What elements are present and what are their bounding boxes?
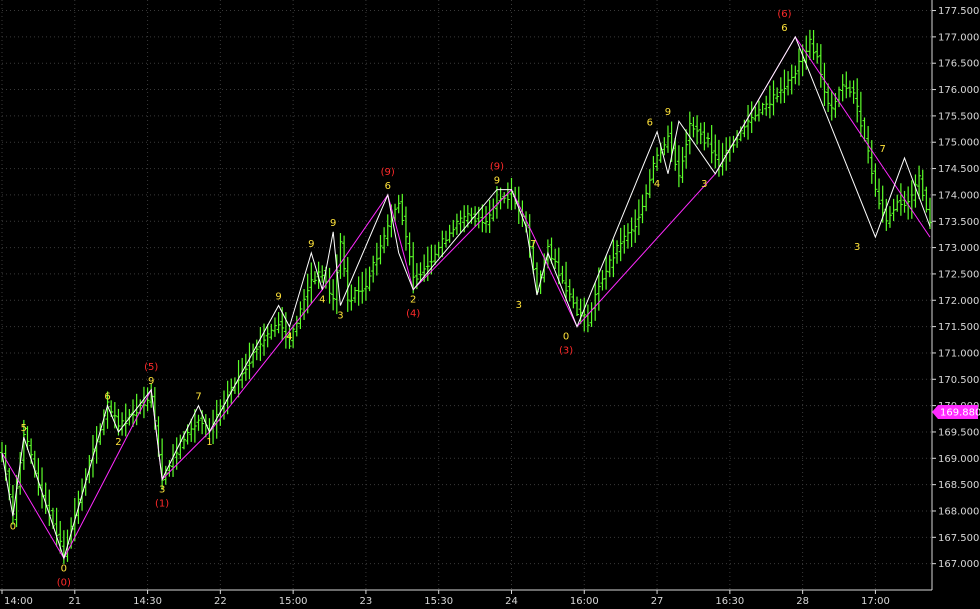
wave-label: (5): [144, 362, 158, 373]
x-tick-label: 24: [505, 596, 518, 607]
x-tick-label: 17:00: [861, 596, 890, 607]
y-tick-label: 167.000: [938, 559, 979, 570]
wave-label: (1): [155, 498, 169, 509]
x-tick-label: 28: [796, 596, 809, 607]
y-tick-label: 171.500: [938, 322, 979, 333]
x-tick-label: 21: [68, 596, 81, 607]
y-tick-label: 177.000: [938, 32, 979, 43]
wave-label: 6: [647, 118, 653, 129]
white-wave-line: [1, 35, 931, 561]
wave-label: 7: [880, 144, 886, 155]
wave-label: 9: [308, 239, 314, 250]
wave-label: (4): [406, 309, 420, 320]
x-axis: 14:00 21 14:30 22 15:00 23 15:30 24 16:00 27 16:30…: [0, 589, 932, 607]
price-tag-shape: [932, 404, 978, 419]
wave-label: (6): [777, 9, 791, 20]
wave-label: (3): [559, 346, 573, 357]
y-tick-label: 177.500: [938, 6, 979, 17]
wave-label: 9: [665, 107, 671, 118]
current-price-tag: 169.880: [932, 404, 980, 419]
wave-label: 6: [385, 181, 391, 192]
wave-label: 1: [206, 437, 212, 448]
x-tick-label: 14:30: [133, 596, 162, 607]
x-tick-label: 15:00: [279, 596, 308, 607]
wave-label: 0: [10, 521, 16, 532]
y-tick-label: 170.500: [938, 375, 979, 386]
wave-label: 3: [516, 300, 522, 311]
wave-label: 3: [159, 484, 165, 495]
wave-label: 3: [701, 179, 707, 190]
y-tick-label: 169.000: [938, 454, 979, 465]
wave-label: 9: [275, 292, 281, 303]
wave-label: 9: [148, 376, 154, 387]
y-tick-label: 171.000: [938, 348, 979, 359]
wave-label: 3: [854, 242, 860, 253]
y-tick-label: 175.000: [938, 138, 979, 149]
wave-label: 6: [781, 23, 787, 34]
y-tick-label: 172.500: [938, 269, 979, 280]
wave-label: 2: [115, 437, 121, 448]
wave-label: 5: [21, 423, 27, 434]
y-tick-label: 174.000: [938, 190, 979, 201]
y-tick-label: 172.000: [938, 296, 979, 307]
wave-label: 0: [563, 332, 569, 343]
wave-label: 7: [530, 239, 536, 250]
wave-label: (0): [57, 577, 71, 588]
x-tick-label: 27: [651, 596, 664, 607]
price-tag-label: 169.880: [940, 407, 980, 418]
y-tick-label: 168.000: [938, 506, 979, 517]
y-tick-label: 174.500: [938, 164, 979, 175]
x-tick-label: 16:30: [715, 596, 744, 607]
wave-label: 0: [61, 563, 67, 574]
x-tick-label: 15:30: [424, 596, 453, 607]
wave-label: 4: [319, 295, 325, 306]
y-tick-label: 175.500: [938, 111, 979, 122]
wave-label: 9: [494, 176, 500, 187]
x-tick-label: 23: [360, 596, 373, 607]
grid-lines: [1, 0, 932, 590]
wave-label: 6: [104, 392, 110, 403]
wave-labels: 0 5 0 (0) 6 2 9 (5) 3 (1) 7 1 9 4 9 4 9 3 6 (9) 2 (4) 9 (9) 3 7 0 (…: [10, 9, 886, 589]
x-tick-label: 22: [214, 596, 227, 607]
y-tick-label: 169.500: [938, 427, 979, 438]
x-tick-label: 14:00: [4, 596, 33, 607]
wave-label: 3: [337, 311, 343, 322]
y-tick-label: 173.500: [938, 217, 979, 228]
y-tick-label: 176.500: [938, 59, 979, 70]
y-tick-label: 167.500: [938, 533, 979, 544]
y-tick-label: 173.000: [938, 243, 979, 254]
x-tick-label: 16:00: [570, 596, 599, 607]
y-tick-label: 168.500: [938, 480, 979, 491]
wave-label: 2: [410, 295, 416, 306]
wave-label: 4: [286, 332, 292, 343]
wave-label: (9): [490, 162, 504, 173]
white-wave: [1, 35, 931, 561]
wave-label: 4: [654, 179, 660, 190]
wave-label: 7: [195, 392, 201, 403]
wave-label: 9: [330, 218, 336, 229]
y-tick-label: 176.000: [938, 85, 979, 96]
wave-label: (9): [381, 167, 395, 178]
